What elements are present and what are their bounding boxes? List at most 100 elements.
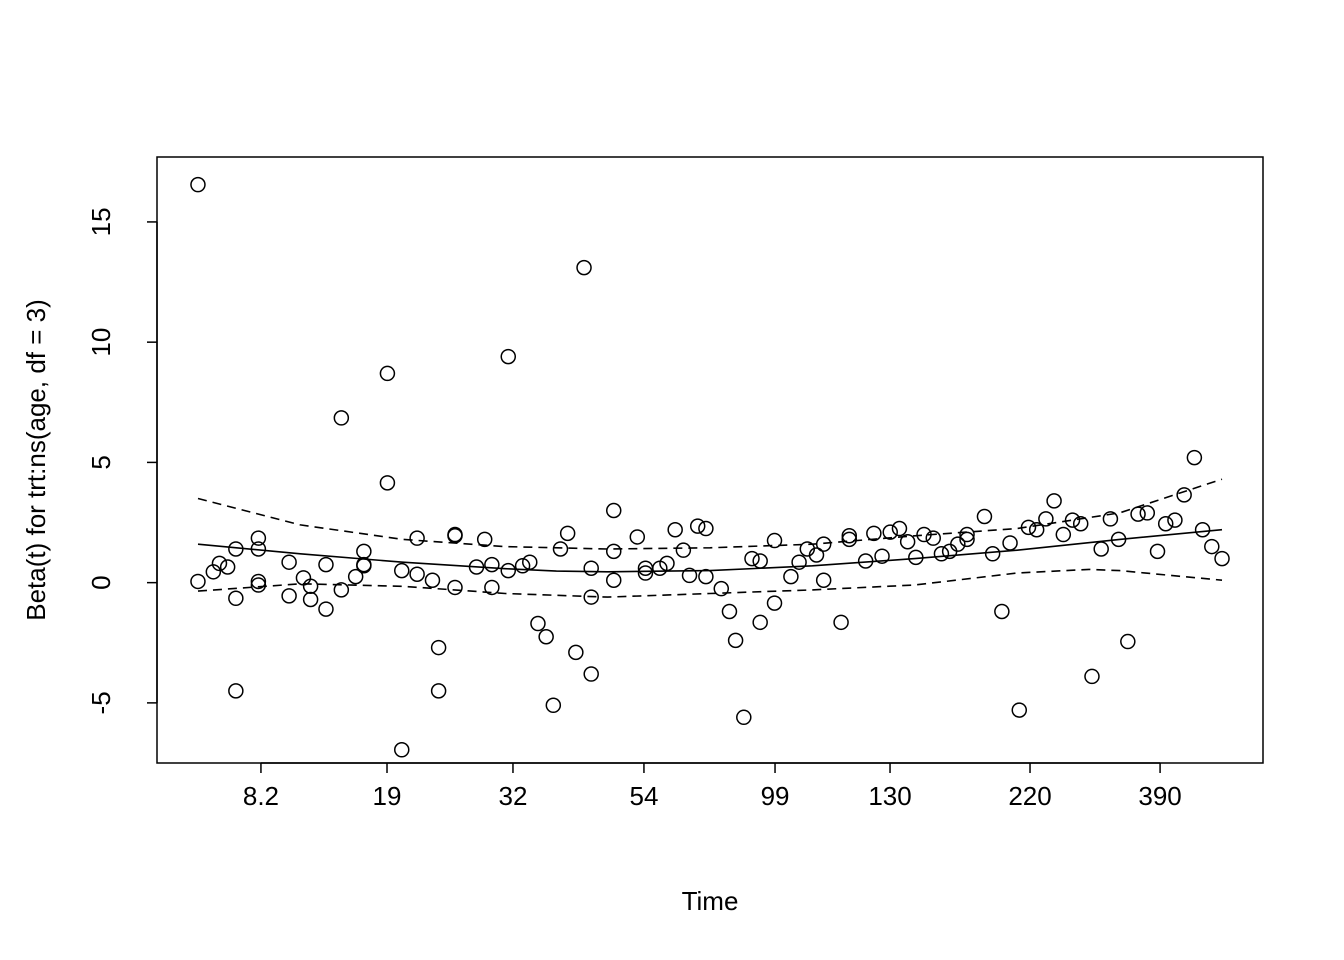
- data-point: [447, 579, 463, 596]
- data-point: [1204, 538, 1220, 555]
- data-point: [484, 579, 500, 596]
- data-point: [1214, 550, 1230, 567]
- data-point: [568, 644, 584, 661]
- data-point: [667, 521, 683, 538]
- data-point: [1110, 531, 1127, 548]
- data-point: [1011, 702, 1028, 718]
- data-point: [281, 588, 297, 604]
- y-tick-label: 0: [86, 575, 116, 589]
- data-point: [318, 556, 334, 573]
- data-point: [976, 508, 993, 525]
- data-point: [1064, 512, 1081, 528]
- data-point: [1149, 543, 1166, 560]
- data-point: [190, 176, 206, 193]
- data-point: [347, 568, 364, 585]
- data-point: [1020, 519, 1037, 536]
- data-point: [583, 666, 599, 682]
- x-tick-label: 99: [761, 781, 790, 811]
- data-point: [1194, 521, 1211, 538]
- data-point: [530, 615, 546, 632]
- data-point: [379, 475, 396, 491]
- data-point: [933, 546, 950, 562]
- data-point: [866, 525, 882, 542]
- data-point: [1139, 505, 1156, 521]
- data-point: [736, 709, 752, 726]
- y-tick-label: -5: [86, 691, 116, 714]
- data-point: [583, 560, 599, 576]
- data-point: [675, 542, 692, 558]
- data-point: [538, 629, 554, 645]
- data-point: [228, 590, 244, 607]
- data-point: [409, 530, 425, 546]
- data-point: [959, 526, 975, 543]
- data-point: [994, 603, 1010, 620]
- data-point: [430, 683, 447, 699]
- data-point: [833, 614, 849, 631]
- data-point: [721, 603, 738, 620]
- data-point: [379, 365, 396, 382]
- data-point: [302, 591, 319, 608]
- data-point: [605, 502, 622, 519]
- data-point: [698, 568, 714, 585]
- data-point: [409, 566, 425, 582]
- data-point: [190, 573, 206, 590]
- data-point: [576, 259, 592, 276]
- data-point: [250, 541, 267, 557]
- y-tick-label: 5: [86, 455, 116, 469]
- data-point: [783, 568, 799, 585]
- data-point: [874, 548, 890, 564]
- data-point: [713, 580, 730, 597]
- data-point: [1093, 541, 1109, 557]
- x-tick-label: 54: [629, 781, 658, 811]
- data-point: [228, 541, 244, 557]
- data-point: [250, 577, 267, 593]
- data-point: [500, 562, 517, 579]
- data-point: [1157, 515, 1174, 532]
- data-point: [250, 573, 267, 590]
- x-tick-label: 32: [499, 781, 528, 811]
- data-point: [681, 567, 698, 584]
- data-point: [295, 570, 312, 586]
- data-point: [1072, 515, 1089, 532]
- data-point: [356, 543, 372, 560]
- y-tick-label: 10: [86, 328, 116, 357]
- data-point: [552, 541, 569, 557]
- data-point: [219, 559, 236, 575]
- data-point: [637, 565, 654, 581]
- y-axis-label: Beta(t) for trt:ns(age, df = 3): [21, 299, 51, 621]
- data-point: [791, 554, 807, 570]
- data-point: [808, 547, 825, 563]
- data-point: [522, 554, 538, 570]
- y-tick-label: 15: [86, 207, 116, 236]
- data-point: [1046, 493, 1062, 509]
- data-point: [727, 632, 744, 649]
- data-point: [281, 554, 297, 570]
- data-point: [984, 546, 1001, 562]
- data-point: [908, 549, 924, 566]
- data-point: [447, 526, 463, 543]
- series-lower-line: [197, 568, 1223, 598]
- data-point: [583, 589, 599, 605]
- data-point: [766, 595, 783, 611]
- data-point: [447, 528, 463, 544]
- data-point: [899, 534, 916, 550]
- data-point: [841, 528, 858, 544]
- x-tick-label: 19: [373, 781, 402, 811]
- data-point: [1084, 668, 1100, 685]
- data-point: [1186, 449, 1203, 466]
- data-point: [394, 562, 410, 579]
- data-point: [302, 578, 319, 594]
- data-point: [950, 536, 966, 552]
- x-axis-label: Time: [682, 886, 739, 916]
- data-point: [333, 410, 350, 426]
- data-point: [1038, 511, 1054, 527]
- data-point: [1055, 526, 1072, 543]
- data-point: [559, 525, 576, 542]
- data-point: [211, 555, 228, 572]
- series-fit-line: [197, 528, 1223, 573]
- data-point: [689, 518, 706, 534]
- data-point: [1176, 487, 1192, 503]
- data-point: [841, 531, 858, 548]
- x-tick-label: 8.2: [243, 781, 279, 811]
